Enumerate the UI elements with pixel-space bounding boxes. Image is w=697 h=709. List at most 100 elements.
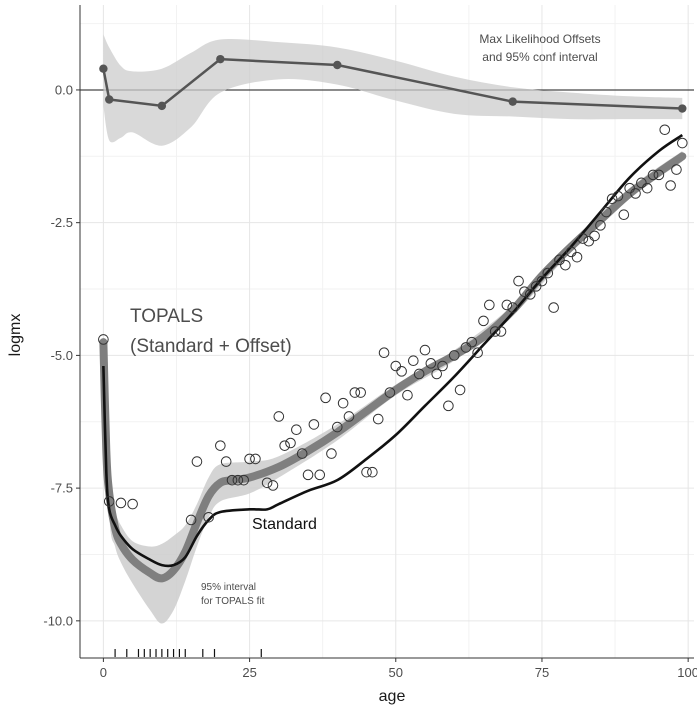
observed-point [612, 190, 624, 202]
observed-point [425, 358, 437, 369]
observed-point [343, 411, 355, 422]
rug-marks [114, 649, 262, 657]
grid-major [80, 5, 694, 658]
topals-annotation-line2: (Standard + Offset) [130, 336, 292, 357]
observed-point [296, 448, 308, 459]
observed-point [548, 302, 559, 313]
interval-annotation-line1: 95% interval [201, 582, 256, 593]
observed-point [519, 286, 530, 297]
observed-points [98, 124, 688, 526]
observed-point [671, 164, 682, 175]
offset-point [157, 101, 167, 111]
observed-point [244, 453, 255, 465]
observed-point [279, 440, 290, 451]
x-tick-label: 0 [100, 665, 107, 680]
observed-point [384, 387, 396, 398]
observed-point [355, 387, 366, 398]
observed-point [372, 413, 384, 425]
y-axis-title: logmx [7, 314, 24, 357]
observed-point [127, 498, 138, 510]
observed-point [542, 267, 554, 279]
observed-point [367, 466, 378, 478]
observed-point [238, 474, 250, 486]
observed-point [630, 188, 641, 199]
observed-point [378, 347, 390, 359]
observed-point [291, 424, 302, 436]
observed-point [232, 474, 244, 486]
observed-point [185, 514, 197, 526]
observed-point [285, 437, 296, 449]
observed-point [560, 259, 571, 271]
observed-point [641, 182, 653, 194]
standard-line [102, 133, 684, 568]
offset-point [105, 95, 114, 104]
observed-point [396, 366, 407, 377]
observed-point [507, 302, 519, 313]
observed-point [337, 397, 349, 409]
offsets-annotation-line2: and 95% conf interval [482, 50, 597, 64]
observed-point [589, 230, 600, 242]
observed-point [402, 389, 413, 401]
observed-point [677, 137, 688, 149]
observed-point [524, 289, 536, 300]
observed-point [489, 326, 501, 337]
observed-point [618, 209, 630, 221]
observed-point [454, 384, 466, 396]
observed-point [536, 275, 548, 287]
observed-point [495, 326, 507, 337]
y-axis-ticks: 0.0 -2.5 -5.0 -7.5 -10.0 [43, 82, 80, 628]
observed-point [472, 347, 483, 359]
observed-point [103, 496, 115, 507]
observed-point [443, 400, 454, 412]
observed-point [624, 182, 635, 194]
observed-point [314, 469, 326, 481]
observed-point [390, 360, 402, 372]
observed-point [308, 419, 320, 430]
observed-point [554, 254, 565, 266]
observed-point [302, 469, 314, 481]
observed-point [203, 512, 214, 523]
offset-point [508, 97, 517, 106]
observed-point [326, 448, 337, 459]
observed-point [513, 275, 524, 287]
offset-point [99, 64, 108, 73]
observed-point [437, 360, 448, 372]
observed-point [647, 169, 659, 181]
observed-point [267, 480, 279, 491]
y-tick-label: -2.5 [51, 215, 73, 230]
observed-point [484, 299, 495, 311]
y-tick-label: -5.0 [51, 348, 73, 363]
observed-point [636, 177, 647, 189]
observed-point [115, 497, 127, 509]
observed-point [659, 124, 671, 136]
offset-point [678, 104, 687, 113]
observed-point [250, 453, 261, 465]
x-tick-label: 25 [242, 665, 256, 680]
offset-point [216, 54, 225, 64]
observed-point [431, 368, 443, 380]
offset-points [99, 54, 687, 113]
observed-point [571, 251, 583, 263]
x-tick-label: 50 [389, 665, 403, 680]
observed-point [349, 387, 361, 398]
y-tick-label: 0.0 [55, 82, 73, 97]
offsets-confidence-band [103, 34, 683, 146]
observed-point [408, 355, 419, 366]
offset-point [333, 60, 342, 70]
observed-point [261, 477, 273, 489]
observed-point [460, 342, 472, 353]
x-axis-title: age [379, 688, 406, 705]
observed-point [419, 344, 431, 356]
observed-point [478, 315, 489, 327]
observed-point [653, 169, 665, 181]
x-axis-ticks: 0 25 50 75 100 [100, 658, 697, 680]
observed-point [530, 281, 542, 292]
observed-point [606, 193, 618, 205]
x-tick-label: 75 [535, 665, 549, 680]
observed-point [577, 233, 589, 244]
standard-annotation: Standard [252, 516, 317, 533]
observed-point [665, 180, 676, 191]
observed-point [215, 440, 226, 451]
observed-point [448, 350, 460, 361]
